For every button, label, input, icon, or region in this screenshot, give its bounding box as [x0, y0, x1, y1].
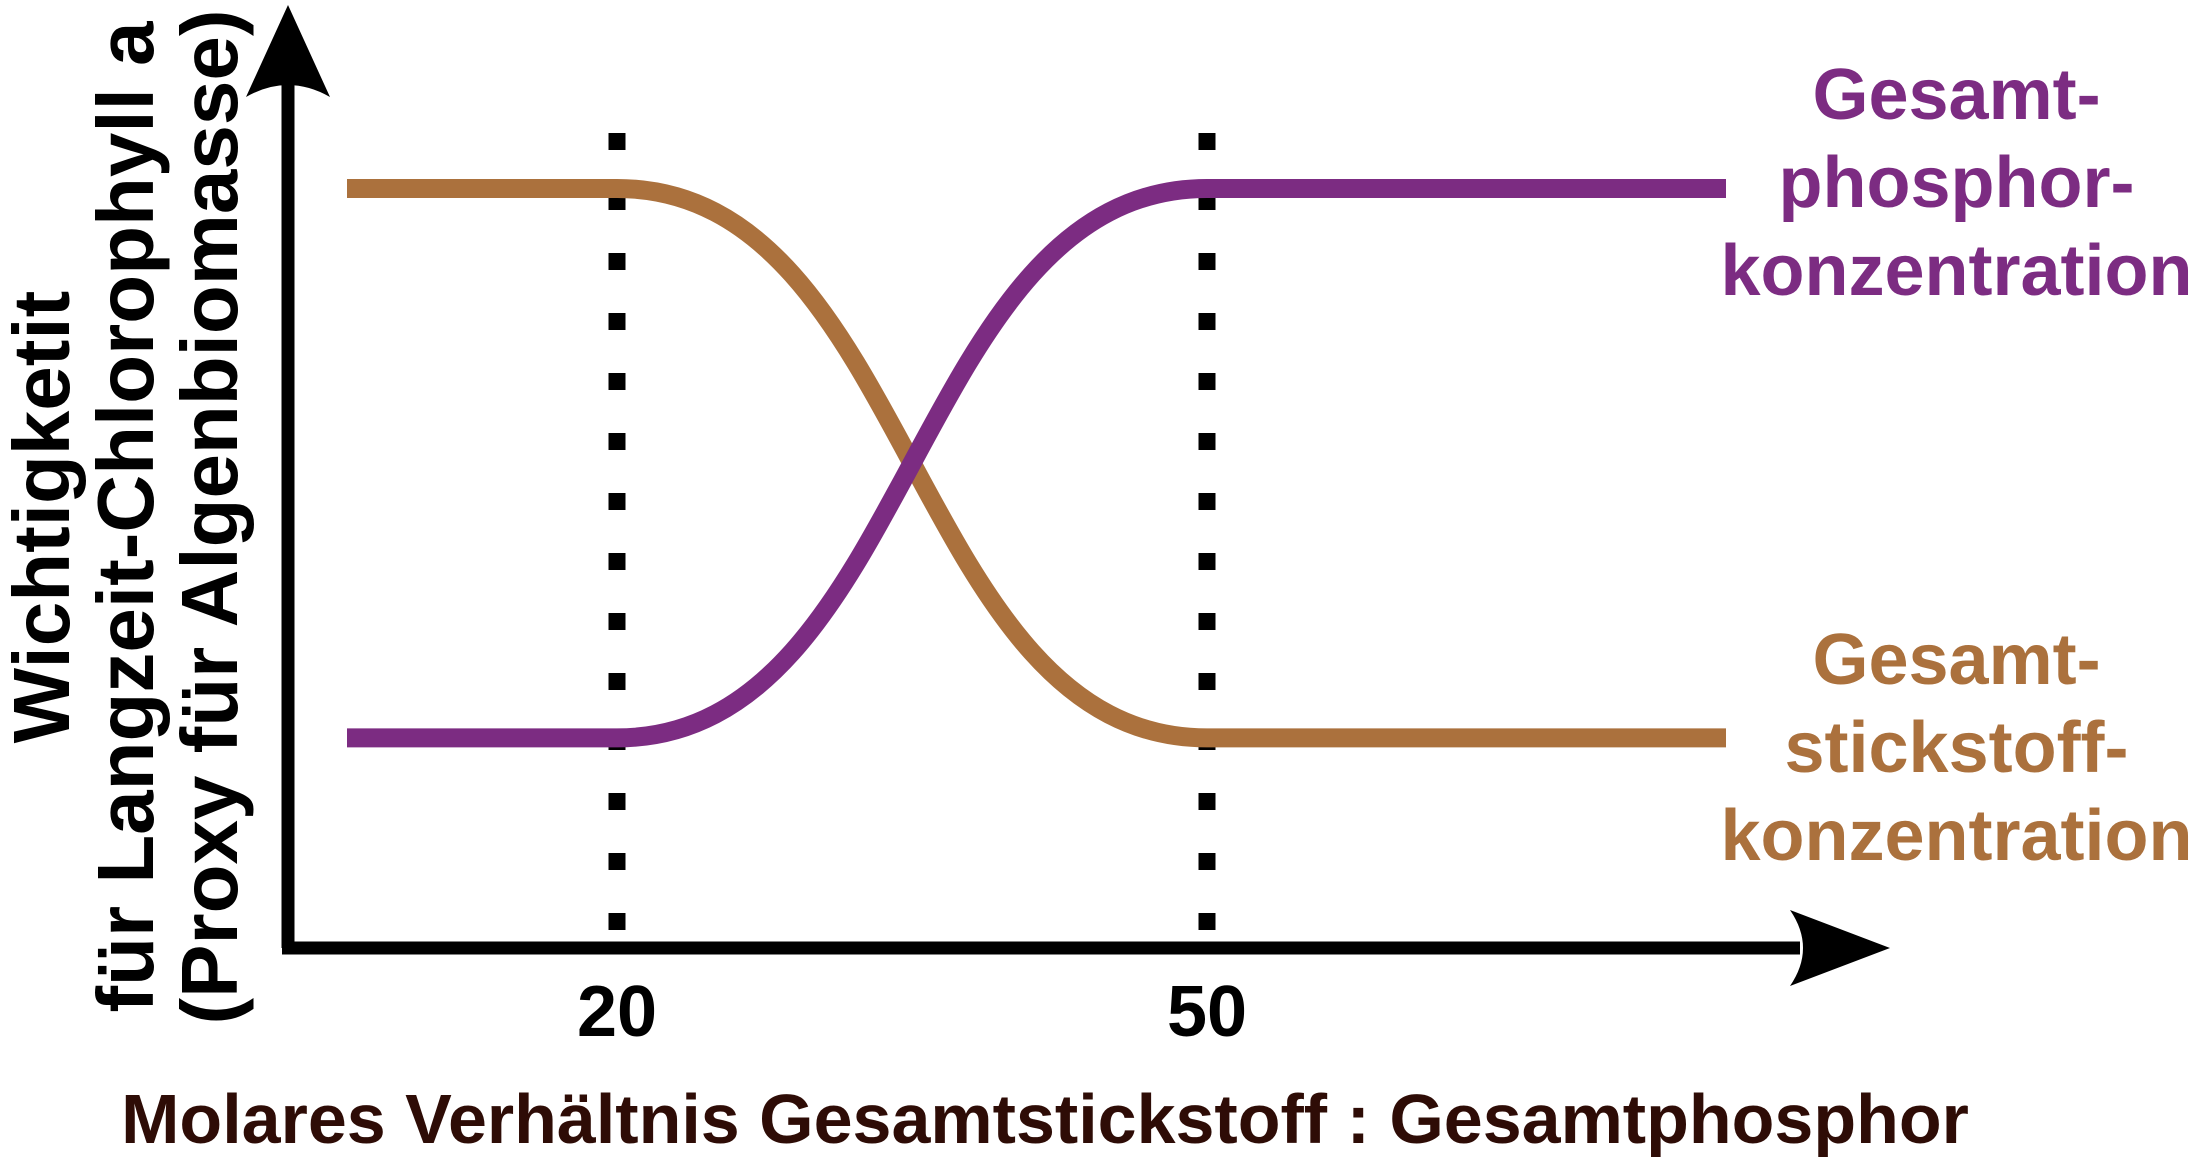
y-axis-title-line-3: (Proxy für Algenbiomasse): [165, 9, 254, 1025]
series-label-gesamtstickstoff: Gesamt- stickstoff- konzentration: [1715, 616, 2198, 880]
reference-lines-group: [608, 133, 1216, 948]
series-label-line: stickstoff-: [1784, 708, 2129, 788]
x-axis-arrow-icon: [1790, 910, 1890, 986]
series-label-line: Gesamt-: [1812, 55, 2101, 135]
x-axis-title: Molares Verhältnis Gesamtstickstoff : Ge…: [121, 1080, 1969, 1157]
y-axis-title: Wichtigketit für Langzeit-Chlorophyll a …: [0, 0, 254, 1067]
series-label-line: phosphor-: [1778, 143, 2135, 223]
series-label-line: konzentration: [1720, 796, 2193, 876]
x-tick-label-20: 20: [576, 972, 658, 1052]
series-curve-Gesamtphosphorkonzentration: [347, 178, 1726, 748]
y-axis-title-line-1: Wichtigketit: [0, 290, 86, 744]
series-label-gesamtphosphor: Gesamt- phosphor- konzentration: [1715, 51, 2198, 315]
series-label-line: konzentration: [1720, 231, 2193, 311]
x-tick-label-50: 50: [1166, 972, 1248, 1052]
y-axis-title-line-2: für Langzeit-Chlorophyll a: [81, 21, 170, 1013]
series-label-line: Gesamt-: [1812, 620, 2101, 700]
curves-group: [347, 178, 1726, 748]
y-axis-arrow-icon: [246, 5, 330, 97]
